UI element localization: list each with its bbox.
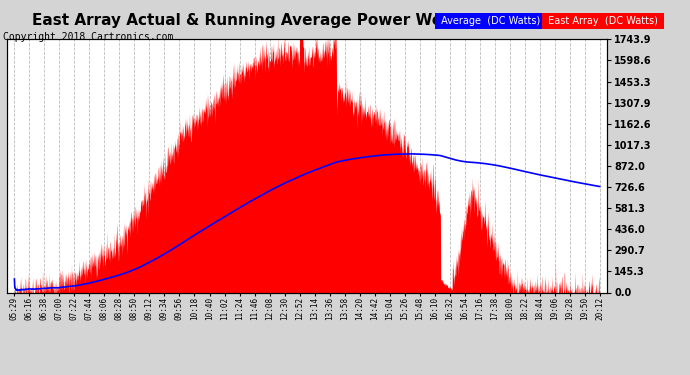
Text: Average  (DC Watts): Average (DC Watts) (438, 16, 544, 26)
Text: Copyright 2018 Cartronics.com: Copyright 2018 Cartronics.com (3, 32, 174, 42)
Text: East Array Actual & Running Average Power Wed Jul 18 20:20: East Array Actual & Running Average Powe… (32, 13, 561, 28)
Text: East Array  (DC Watts): East Array (DC Watts) (545, 16, 661, 26)
